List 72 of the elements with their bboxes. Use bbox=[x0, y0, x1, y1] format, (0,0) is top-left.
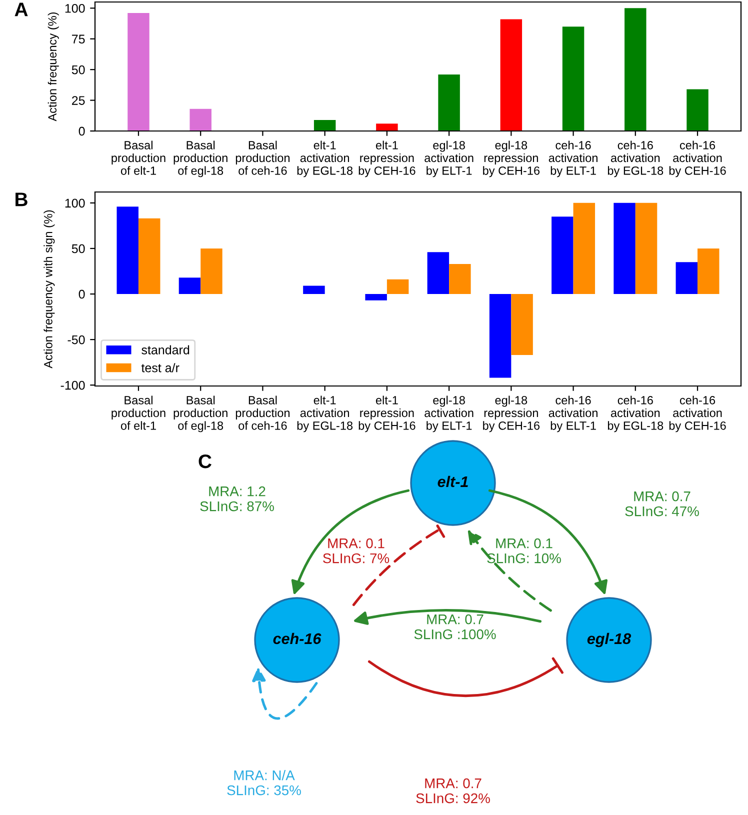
x-tick-label: egl-18 repression by CEH-16 bbox=[483, 396, 540, 432]
bar bbox=[138, 218, 160, 294]
x-tick-label: ceh-16 activation by CEH-16 bbox=[669, 140, 726, 178]
bar bbox=[500, 19, 522, 131]
text: MRA: 0.1 SLInG: 7% bbox=[323, 538, 390, 564]
x-tick-label: Basal production of elt-1 bbox=[112, 140, 166, 175]
x-tick-label: ceh-16 activation by CEH-16 bbox=[669, 396, 726, 432]
x-tick-label: ceh-16 activation by EGL-18 bbox=[608, 140, 664, 178]
y-tick-label: 0 bbox=[78, 126, 85, 136]
bar bbox=[427, 252, 450, 294]
x-tick-label: Basal production of ceh-16 bbox=[236, 396, 290, 430]
bar bbox=[303, 286, 325, 294]
y-tick-label: 0 bbox=[78, 290, 85, 299]
bar bbox=[635, 202, 658, 294]
x-tick-label: ceh-16 activation by ELT-1 bbox=[548, 140, 598, 178]
bar bbox=[365, 294, 387, 300]
bar bbox=[376, 124, 398, 131]
y-tick-label: -100 bbox=[60, 380, 85, 390]
text: MRA: N/A SLInG: 35% bbox=[227, 770, 301, 796]
text: B bbox=[16, 192, 28, 206]
text: MRA: 0.7 SLInG: 92% bbox=[416, 778, 490, 804]
y-tick-label: 50 bbox=[72, 244, 85, 254]
legend-label: standard bbox=[142, 345, 190, 354]
x-tick-label: elt-1 repression by CEH-16 bbox=[358, 140, 416, 178]
legend-label: test a/r bbox=[141, 363, 180, 372]
y-tick-label: 100 bbox=[65, 4, 85, 13]
bar bbox=[676, 262, 698, 294]
text: MRA: 1.2 SLInG: 87% bbox=[200, 486, 274, 512]
x-tick-label: Basal production of egl-18 bbox=[174, 396, 228, 432]
x-tick-label: elt-1 repression by CEH-16 bbox=[358, 396, 416, 432]
bar bbox=[449, 264, 471, 294]
y-tick-label: -50 bbox=[68, 335, 85, 344]
bar bbox=[190, 108, 212, 131]
x-tick-label: egl-18 activation by ELT-1 bbox=[424, 396, 474, 432]
x-tick-label: elt-1 activation by EGL-18 bbox=[297, 396, 353, 432]
text: MRA: 0.7 SLInG: 47% bbox=[625, 491, 699, 516]
bar bbox=[314, 120, 336, 131]
x-tick-label: egl-18 activation by ELT-1 bbox=[424, 140, 474, 178]
bar bbox=[511, 294, 533, 356]
bar bbox=[128, 13, 150, 131]
x-tick-label: Basal production of egl-18 bbox=[174, 140, 228, 178]
bar bbox=[178, 278, 201, 294]
bar bbox=[116, 206, 138, 294]
bar bbox=[552, 216, 574, 294]
text: elt-1 bbox=[438, 476, 468, 488]
y-axis-title: Action frequency (%) bbox=[48, 12, 59, 122]
bar bbox=[438, 74, 460, 131]
bar bbox=[489, 294, 512, 378]
text: MRA: 0.7 SLInG :100% bbox=[414, 614, 496, 640]
y-axis-title: Action frequency with sign (%) bbox=[44, 210, 55, 368]
x-tick-label: Basal production of elt-1 bbox=[112, 396, 166, 430]
bar bbox=[573, 202, 596, 294]
text: egl-18 bbox=[587, 632, 632, 648]
text: C bbox=[198, 454, 212, 468]
x-tick-label: Basal production of ceh-16 bbox=[236, 140, 290, 175]
y-tick-label: 75 bbox=[72, 34, 85, 44]
bar bbox=[624, 8, 646, 131]
x-tick-label: elt-1 activation by EGL-18 bbox=[297, 140, 353, 178]
x-tick-label: egl-18 repression by CEH-16 bbox=[483, 140, 540, 178]
text: A bbox=[14, 2, 28, 16]
x-tick-label: ceh-16 activation by ELT-1 bbox=[548, 396, 598, 432]
bar bbox=[698, 248, 720, 294]
text: ceh-16 bbox=[273, 632, 322, 644]
y-tick-label: 100 bbox=[65, 198, 85, 208]
bar bbox=[614, 202, 636, 294]
bar bbox=[562, 26, 584, 131]
y-tick-label: 25 bbox=[72, 96, 85, 105]
bar bbox=[200, 248, 222, 294]
y-tick-label: 50 bbox=[72, 65, 85, 74]
bar bbox=[386, 279, 409, 294]
bar bbox=[686, 89, 708, 131]
x-tick-label: ceh-16 activation by EGL-18 bbox=[608, 396, 664, 432]
